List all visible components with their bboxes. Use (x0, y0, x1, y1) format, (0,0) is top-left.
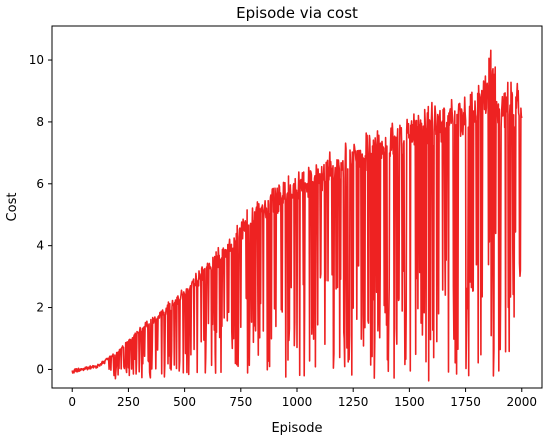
x-tick-label: 0 (68, 395, 76, 409)
y-tick-label: 0 (36, 362, 44, 376)
x-tick-label: 1500 (394, 395, 425, 409)
x-tick-label: 1250 (338, 395, 369, 409)
y-tick-label: 8 (36, 115, 44, 129)
x-tick-label: 2000 (506, 395, 537, 409)
x-tick-label: 500 (173, 395, 196, 409)
x-axis-ticks: 0 250 500 750 1000 1250 1500 1750 2000 (68, 388, 537, 409)
x-tick-label: 1000 (282, 395, 313, 409)
y-tick-label: 2 (36, 301, 44, 315)
chart-title: Episode via cost (236, 4, 358, 22)
plot-series (71, 49, 523, 382)
y-tick-label: 10 (29, 53, 44, 67)
y-tick-label: 4 (36, 239, 44, 253)
y-axis-ticks: 0 2 4 6 8 10 (29, 53, 52, 376)
x-tick-label: 1750 (450, 395, 481, 409)
x-tick-label: 250 (117, 395, 140, 409)
y-tick-label: 6 (36, 177, 44, 191)
x-axis-label: Episode (271, 421, 322, 436)
y-axis-label: Cost (5, 193, 20, 222)
cost-series-line (71, 49, 523, 382)
x-tick-label: 750 (229, 395, 252, 409)
